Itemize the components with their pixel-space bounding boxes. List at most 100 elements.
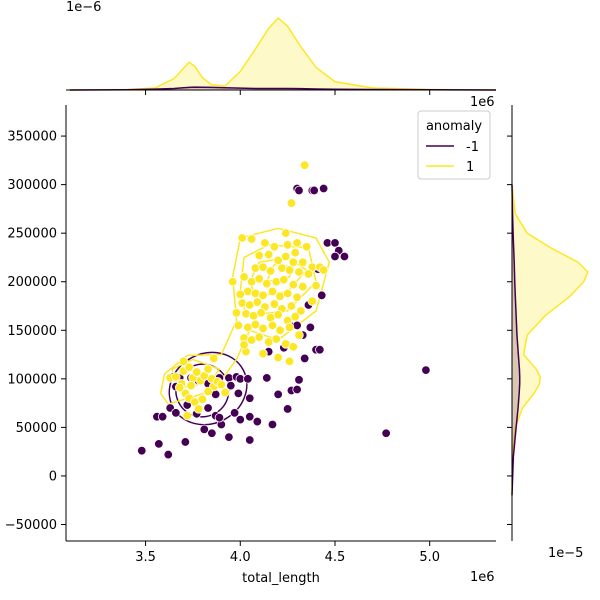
point-anomaly-neg1: [171, 408, 181, 418]
point-anomaly-1: [258, 323, 268, 334]
point-anomaly-1: [292, 292, 302, 302]
point-anomaly-neg1: [273, 389, 283, 400]
point-anomaly-neg1: [199, 424, 209, 435]
point-anomaly-neg1: [137, 445, 147, 456]
point-anomaly-1: [203, 386, 213, 397]
point-anomaly-1: [301, 242, 312, 252]
point-anomaly-1: [184, 362, 194, 372]
scatter-points: [137, 160, 431, 460]
point-anomaly-neg1: [207, 428, 217, 438]
point-anomaly-1: [282, 288, 293, 299]
point-anomaly-neg1: [339, 251, 350, 262]
point-anomaly-1: [303, 269, 314, 279]
point-anomaly-1: [296, 306, 306, 316]
point-anomaly-1: [233, 320, 244, 331]
point-anomaly-neg1: [317, 290, 327, 301]
point-anomaly-neg1: [224, 432, 234, 442]
right-kde-fill-1: [512, 184, 588, 496]
legend-box: [417, 110, 491, 180]
point-anomaly-neg1: [233, 388, 244, 399]
point-anomaly-1: [258, 348, 268, 359]
point-anomaly-1: [209, 353, 219, 364]
y-tick-label: 250000: [7, 227, 57, 242]
point-anomaly-neg1: [180, 437, 191, 447]
point-anomaly-1: [292, 238, 302, 248]
x-axis-ticks: 3.5 4.0 4.5 5.0: [135, 541, 440, 565]
x-tick-label: 5.0: [419, 550, 440, 565]
point-anomaly-neg1: [157, 412, 168, 422]
point-anomaly-1: [171, 372, 181, 382]
point-anomaly-neg1: [267, 419, 278, 430]
x-axis-offset-label: 1e6: [470, 570, 495, 585]
point-anomaly-1: [239, 272, 249, 282]
right-kde-line-neg1: [511, 184, 521, 496]
point-anomaly-1: [262, 278, 272, 289]
point-anomaly-neg1: [315, 345, 325, 355]
point-anomaly-neg1: [421, 365, 431, 375]
point-anomaly-1: [216, 379, 227, 390]
top-marginal-kde: [66, 17, 497, 95]
point-anomaly-1: [254, 332, 264, 342]
point-anomaly-1: [186, 380, 196, 391]
legend-label-neg1: -1: [466, 140, 479, 155]
point-anomaly-1: [269, 299, 280, 309]
point-anomaly-neg1: [245, 412, 255, 422]
y-tick-label: 350000: [7, 130, 57, 145]
point-anomaly-1: [203, 364, 213, 374]
point-anomaly-1: [273, 255, 283, 266]
point-anomaly-1: [275, 325, 285, 335]
point-anomaly-1: [197, 394, 208, 404]
point-anomaly-neg1: [299, 353, 310, 364]
point-anomaly-1: [290, 311, 300, 322]
point-anomaly-neg1: [262, 373, 272, 383]
y-axis-offset-label: 1e6: [470, 95, 495, 110]
right-kde-line-1: [511, 184, 589, 496]
legend-label-1: 1: [466, 160, 474, 175]
point-anomaly-1: [193, 404, 204, 414]
point-anomaly-neg1: [245, 393, 255, 403]
point-anomaly-1: [290, 247, 300, 258]
y-axis-ticks: −50000 0 50000 100000 150000 200000 250000 3000…: [5, 130, 66, 533]
right-marginal-offset-label: 1e−5: [548, 546, 583, 561]
point-anomaly-1: [307, 296, 317, 306]
point-anomaly-1: [279, 275, 289, 285]
point-anomaly-1: [286, 301, 297, 311]
point-anomaly-1: [294, 267, 304, 277]
top-marginal-offset-label: 1e−6: [66, 0, 101, 15]
point-anomaly-neg1: [154, 439, 164, 449]
y-tick-label: 100000: [7, 372, 57, 387]
point-anomaly-neg1: [381, 428, 391, 438]
point-anomaly-neg1: [330, 251, 340, 262]
point-anomaly-1: [318, 265, 329, 275]
point-anomaly-1: [254, 274, 264, 284]
right-marginal-kde: [507, 105, 589, 541]
point-anomaly-1: [269, 242, 280, 252]
point-anomaly-neg1: [163, 449, 173, 460]
point-anomaly-1: [258, 290, 268, 301]
point-anomaly-1: [284, 322, 295, 333]
point-anomaly-neg1: [294, 375, 304, 385]
point-anomaly-neg1: [305, 322, 316, 333]
point-anomaly-neg1: [282, 404, 293, 414]
point-anomaly-neg1: [229, 408, 240, 418]
point-anomaly-1: [298, 257, 308, 268]
y-tick-label: 300000: [7, 178, 57, 193]
point-anomaly-1: [254, 250, 264, 261]
point-anomaly-1: [265, 266, 276, 276]
point-anomaly-1: [281, 251, 291, 262]
point-anomaly-1: [220, 387, 230, 398]
point-anomaly-1: [237, 233, 247, 243]
x-tick-label: 3.5: [135, 550, 156, 565]
point-anomaly-1: [284, 265, 295, 275]
point-anomaly-neg1: [235, 414, 245, 425]
point-anomaly-1: [252, 297, 263, 307]
point-anomaly-neg1: [226, 380, 236, 391]
y-tick-label: −50000: [5, 518, 57, 533]
point-anomaly-1: [239, 340, 249, 350]
main-plot-area: 3.5 4.0 4.5 5.0 −50000 0 50000 100000 150000 200…: [5, 105, 496, 565]
point-anomaly-1: [235, 289, 245, 300]
point-anomaly-neg1: [203, 403, 213, 413]
x-axis-label: total_length: [242, 571, 320, 586]
x-tick-label: 4.0: [230, 550, 251, 565]
point-anomaly-1: [273, 310, 283, 320]
